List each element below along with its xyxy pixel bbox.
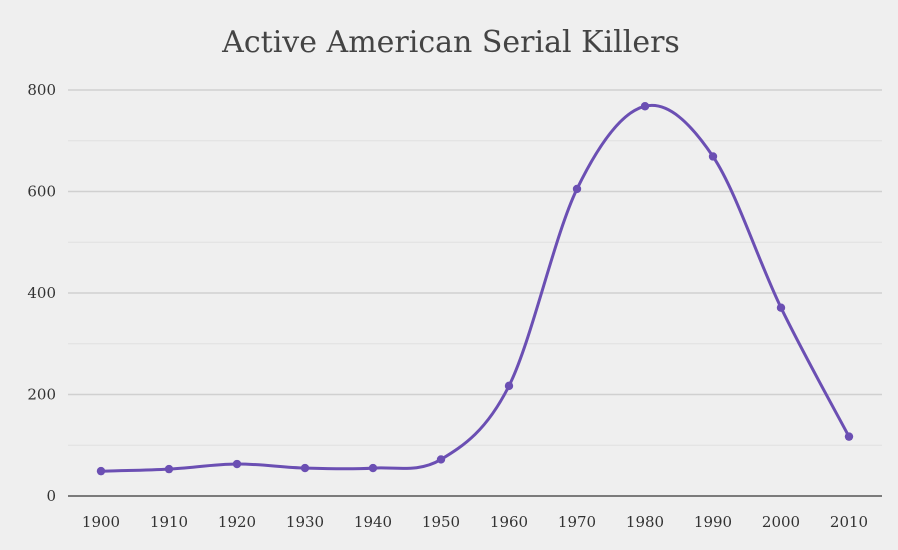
y-tick-label: 600	[27, 183, 56, 201]
x-tick-label: 1900	[82, 513, 120, 531]
x-tick-label: 1920	[218, 513, 256, 531]
x-tick-label: 1930	[286, 513, 324, 531]
x-tick-label: 1980	[626, 513, 664, 531]
data-points	[96, 102, 854, 476]
x-tick-label: 2000	[762, 513, 800, 531]
axes: 0 200 400 600 800 1900 1910 1920 1930 1940 1950 196…	[27, 81, 882, 531]
y-tick-label: 400	[27, 284, 56, 302]
x-tick-label: 1960	[490, 513, 528, 531]
data-point	[572, 184, 582, 194]
x-tick-label: 1990	[694, 513, 732, 531]
gridlines	[68, 89, 882, 446]
data-point	[844, 432, 854, 441]
series-layer	[100, 103, 851, 473]
x-tick-label: 1970	[558, 513, 596, 531]
data-point	[164, 464, 174, 474]
x-tick-label: 1950	[422, 513, 460, 531]
data-point	[504, 381, 514, 391]
data-point	[640, 102, 650, 111]
x-tick-label: 1910	[150, 513, 188, 531]
data-point	[436, 455, 446, 464]
series-line	[100, 103, 851, 473]
chart-title: Active American Serial Killers	[221, 25, 680, 60]
data-point	[300, 463, 310, 473]
x-tick-label: 1940	[354, 513, 392, 531]
data-point	[368, 463, 378, 473]
y-tick-label: 200	[27, 386, 56, 404]
x-tick-label: 2010	[830, 513, 868, 531]
y-tick-label: 0	[46, 487, 56, 505]
data-point	[96, 466, 106, 476]
data-point	[708, 152, 718, 161]
data-point	[776, 303, 786, 312]
data-point	[232, 459, 242, 469]
y-tick-label: 800	[27, 81, 56, 99]
